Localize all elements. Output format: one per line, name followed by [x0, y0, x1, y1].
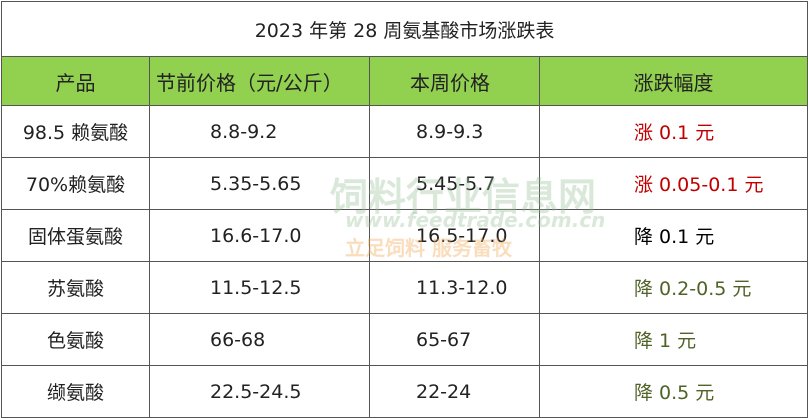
price-cell: 11.5-12.5: [149, 261, 370, 314]
price-cell: 16.5-17.0: [369, 209, 540, 262]
product-cell: 70%赖氨酸: [1, 157, 150, 210]
price-cell: 涨 0.1 元: [538, 105, 808, 158]
price-cell: 66-68: [149, 313, 370, 366]
product-cell: 色氨酸: [1, 313, 150, 366]
price-cell: 降 0.1 元: [538, 209, 808, 262]
table-row: 70%赖氨酸 5.35-5.65 5.45-5.7 涨 0.05-0.1 元: [1, 157, 808, 210]
price-cell: 65-67: [369, 313, 540, 366]
price-cell: 5.35-5.65: [149, 157, 370, 210]
table-title: 2023 年第 28 周氨基酸市场涨跌表: [0, 1, 808, 57]
table-row: 98.5 赖氨酸 8.8-9.2 8.9-9.3 涨 0.1 元: [1, 105, 808, 158]
product-cell: 固体蛋氨酸: [1, 209, 150, 262]
header-row: 产品 节前价格（元/公斤） 本周价格 涨跌幅度: [1, 56, 808, 106]
header-cell: 节前价格（元/公斤）: [149, 56, 370, 106]
table-row: 固体蛋氨酸 16.6-17.0 16.5-17.0 降 0.1 元: [1, 209, 808, 262]
price-cell: 22.5-24.5: [149, 365, 370, 418]
table-row: 色氨酸 66-68 65-67 降 1 元: [1, 313, 808, 366]
table-row: 苏氨酸 11.5-12.5 11.3-12.0 降 0.2-0.5 元: [1, 261, 808, 314]
price-cell: 降 0.5 元: [538, 365, 808, 418]
table-row: 缬氨酸 22.5-24.5 22-24 降 0.5 元: [1, 365, 808, 418]
header-cell: 本周价格: [369, 56, 540, 106]
product-cell: 缬氨酸: [1, 365, 150, 418]
header-cell: 涨跌幅度: [538, 56, 808, 106]
price-cell: 降 1 元: [538, 313, 808, 366]
header-cell: 产品: [1, 56, 150, 106]
price-cell: 5.45-5.7: [369, 157, 540, 210]
price-cell: 降 0.2-0.5 元: [538, 261, 808, 314]
price-cell: 涨 0.05-0.1 元: [538, 157, 808, 210]
product-cell: 苏氨酸: [1, 261, 150, 314]
price-cell: 8.9-9.3: [369, 105, 540, 158]
price-cell: 8.8-9.2: [149, 105, 370, 158]
price-cell: 11.3-12.0: [369, 261, 540, 314]
price-cell: 16.6-17.0: [149, 209, 370, 262]
product-cell: 98.5 赖氨酸: [1, 105, 150, 158]
price-cell: 22-24: [369, 365, 540, 418]
